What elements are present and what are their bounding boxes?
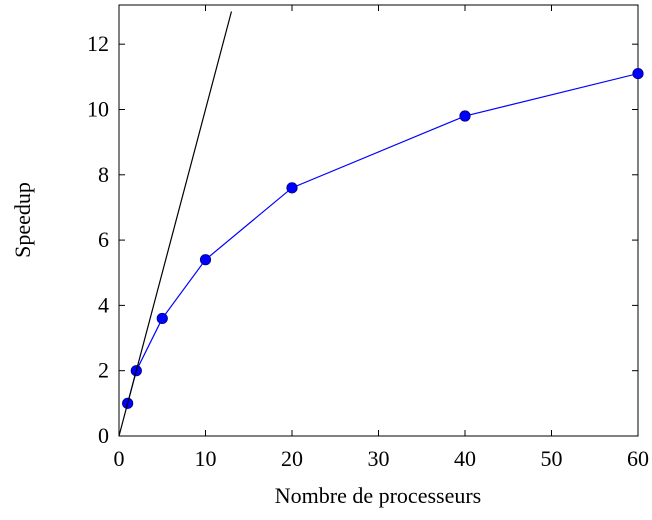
- x-tick-label: 0: [114, 446, 125, 471]
- y-tick-label: 10: [87, 96, 109, 121]
- plot-frame: [118, 4, 639, 437]
- x-tick-label: 20: [281, 446, 303, 471]
- x-tick-label: 30: [368, 446, 390, 471]
- x-axis-title: Nombre de processeurs: [275, 483, 482, 508]
- ideal-speedup-line: [118, 11, 233, 437]
- ticks-layer: 0 10 20 30 40 50 60 0 2 4 6 8 10 12: [87, 5, 649, 471]
- y-tick-label: 6: [98, 227, 109, 252]
- x-tick-label: 40: [454, 446, 476, 471]
- data-point: [632, 67, 644, 80]
- data-point: [286, 182, 298, 194]
- data-point: [156, 312, 168, 325]
- y-axis-title: Speedup: [10, 182, 35, 258]
- x-tick-label: 60: [627, 446, 649, 471]
- x-tick-label: 10: [195, 446, 217, 471]
- y-tick-label: 2: [98, 358, 109, 383]
- series-layer: [118, 11, 644, 437]
- data-point: [459, 110, 471, 122]
- speedup-series-line: [127, 72, 639, 404]
- y-tick-label: 4: [98, 292, 109, 317]
- y-tick-label: 12: [87, 31, 109, 56]
- y-tick-label: 0: [98, 423, 109, 448]
- y-tick-label: 8: [98, 162, 109, 187]
- x-tick-label: 50: [541, 446, 563, 471]
- data-point: [199, 254, 212, 266]
